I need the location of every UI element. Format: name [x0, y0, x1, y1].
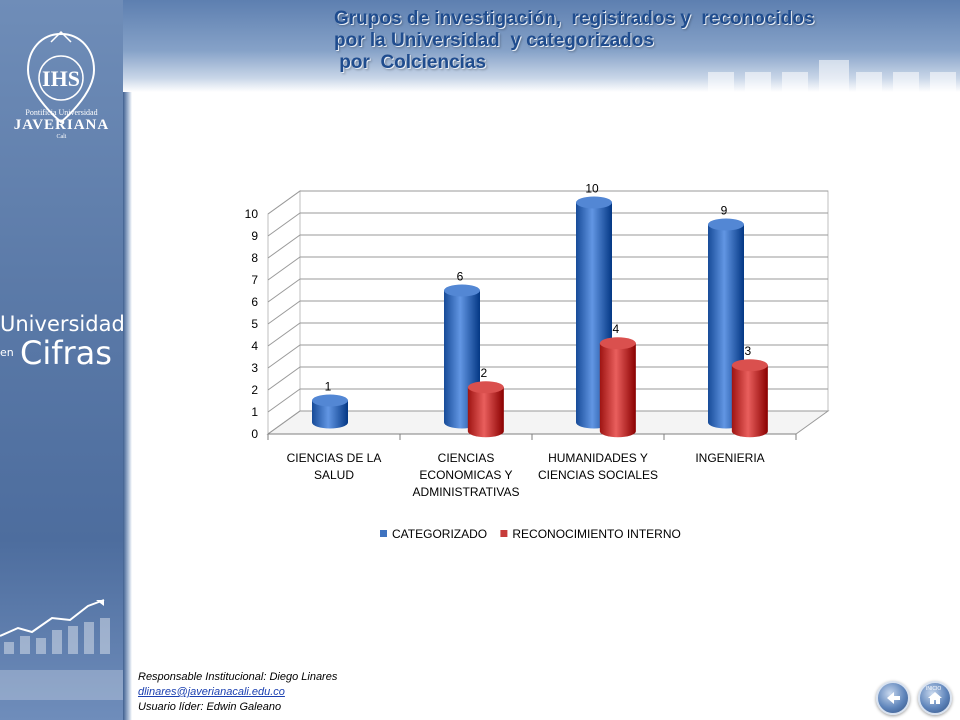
back-button[interactable]	[876, 681, 910, 715]
gridline	[267, 322, 828, 347]
bar-top	[444, 284, 480, 297]
title-line-3: por Colciencias	[334, 52, 487, 73]
y-tick-label: 10	[245, 207, 259, 221]
bar-top	[467, 381, 504, 394]
home-icon	[928, 692, 942, 704]
page-title: Grupos de investigación, registrados y r…	[334, 8, 894, 74]
y-tick-label: 8	[251, 251, 258, 265]
back-arrow-icon	[887, 692, 900, 704]
gridline	[267, 300, 828, 325]
data-label: 6	[457, 270, 464, 284]
gridline	[267, 190, 828, 215]
y-tick-label: 3	[251, 361, 258, 375]
x-category-label: HUMANIDADES Y CIENCIAS SOCIALES	[538, 451, 658, 482]
legend-label: CATEGORIZADO	[392, 527, 487, 541]
gridline	[267, 278, 828, 303]
chart-grid	[266, 190, 830, 435]
sidebar-edge	[123, 0, 132, 720]
gridline	[267, 388, 828, 413]
footer-email-link[interactable]: dlinares@javerianacali.edu.co	[138, 686, 285, 698]
sidebar-footer-band	[0, 670, 123, 700]
legend-label: RECONOCIMIENTO INTERNO	[512, 527, 680, 541]
bar-reconocimiento-interno	[467, 381, 504, 438]
data-label: 3	[744, 344, 751, 358]
brand-line-3: Cifras	[20, 334, 112, 372]
growth-arrow-icon	[0, 599, 110, 654]
header-decor-bar	[782, 72, 808, 92]
bar-body	[731, 365, 768, 438]
bar-chart: 0 1 2 3 4 5 6 7 8 9 10 CIENCIAS DE LA SALUD CIENCIAS E…	[245, 182, 830, 541]
bar-top	[312, 394, 348, 407]
y-tick-label: 1	[251, 405, 258, 419]
sidebar: IHS Pontificia Universidad JAVERIANA Cal…	[0, 0, 125, 720]
brand-line-1: Universidad	[0, 312, 125, 336]
y-tick-label: 9	[251, 229, 258, 243]
bar-top	[576, 196, 612, 209]
university-logo: IHS	[26, 30, 96, 124]
bar-body	[467, 387, 504, 438]
bar-categorizado	[312, 394, 348, 429]
y-tick-label: 6	[251, 295, 258, 309]
legend-swatch	[500, 530, 508, 537]
data-label: 4	[612, 322, 619, 336]
legend-swatch	[380, 530, 387, 537]
gridline	[267, 344, 828, 369]
header-decor-bar	[893, 72, 919, 92]
y-tick-label: 4	[251, 339, 258, 353]
header-decor-bar	[856, 72, 882, 92]
title-line-2: por la Universidad y categorizados	[334, 30, 654, 51]
logo-line-1: Pontificia Universidad	[25, 108, 98, 117]
bar-top	[731, 359, 768, 372]
home-label: INICIO	[926, 686, 942, 692]
header-decor-bar	[930, 72, 956, 92]
footer-responsible: Responsable Institucional: Diego Linares	[138, 671, 338, 683]
bar-body	[312, 400, 348, 429]
brand-line-2: en	[0, 346, 14, 359]
data-label: 1	[325, 380, 332, 394]
gridline	[267, 256, 828, 281]
x-category-label: CIENCIAS DE LA SALUD	[287, 451, 382, 482]
y-tick-label: 7	[251, 273, 258, 287]
gridline	[267, 366, 828, 391]
header-decor-bar	[708, 72, 734, 92]
gridline	[267, 234, 828, 259]
home-button[interactable]: INICIO	[918, 681, 952, 715]
data-label: 2	[480, 366, 487, 380]
logo-line-3: Cali	[56, 134, 67, 140]
y-tick-label: 5	[251, 317, 258, 331]
footer-leader: Usuario líder: Edwin Galeano	[138, 701, 282, 713]
chart-axes: 0 1 2 3 4 5 6 7 8 9 10 CIENCIAS DE LA SALUD CIENCIAS E…	[245, 207, 797, 499]
bar-reconocimiento-interno	[731, 359, 768, 438]
chart-legend: CATEGORIZADO RECONOCIMIENTO INTERNO	[380, 527, 681, 541]
logo-line-2: JAVERIANA	[13, 117, 110, 133]
header-band	[123, 0, 960, 92]
logo-text: Pontificia Universidad JAVERIANA Cali	[0, 108, 123, 140]
y-tick-label: 0	[251, 427, 258, 441]
bar-body	[599, 343, 636, 438]
title-line-1: Grupos de investigación, registrados y r…	[334, 8, 815, 29]
bar-top	[708, 218, 744, 231]
svg-text:IHS: IHS	[42, 66, 80, 91]
gridline	[267, 212, 828, 237]
gridline	[267, 410, 828, 435]
header-decor-bar	[745, 72, 771, 92]
y-tick-label: 2	[251, 383, 258, 397]
x-category-label: INGENIERIA	[695, 451, 764, 465]
footer: Responsable Institucional: Diego Linares…	[138, 670, 337, 715]
bar-top	[599, 337, 636, 350]
data-label: 9	[721, 204, 728, 218]
header-decor-bar	[819, 60, 849, 92]
data-label: 10	[585, 182, 599, 196]
x-category-label: CIENCIAS ECONOMICAS Y ADMINISTRATIVAS	[413, 451, 520, 499]
bar-reconocimiento-interno	[599, 337, 636, 438]
chart-labels: 1 6 10 9 2 4 3	[325, 182, 752, 394]
chart-bars	[312, 196, 768, 438]
